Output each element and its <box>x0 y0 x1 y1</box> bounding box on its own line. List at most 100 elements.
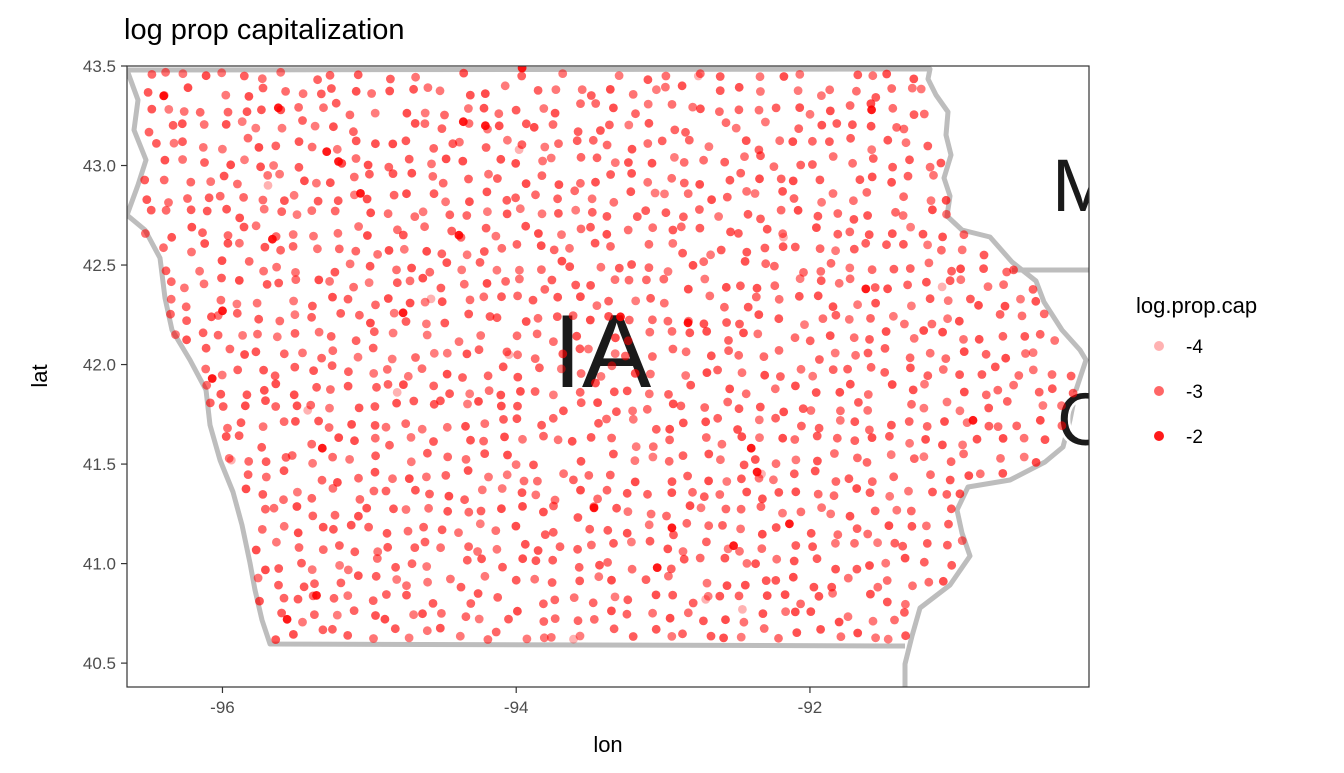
data-point <box>226 160 236 170</box>
data-point <box>867 172 877 182</box>
data-point <box>1028 285 1038 294</box>
data-point <box>178 155 188 164</box>
data-point <box>498 562 507 572</box>
data-point <box>533 313 543 323</box>
data-point <box>805 336 815 346</box>
data-point <box>903 280 912 290</box>
data-point <box>262 280 272 289</box>
data-point <box>492 544 502 554</box>
data-point <box>909 110 919 119</box>
data-point <box>387 354 397 364</box>
data-point <box>880 344 890 353</box>
data-point <box>686 380 696 390</box>
data-point <box>817 91 826 100</box>
data-point <box>569 475 578 485</box>
data-point <box>261 457 271 467</box>
data-point <box>678 547 688 556</box>
data-point <box>307 142 317 152</box>
data-point <box>383 542 393 552</box>
data-point <box>737 474 746 484</box>
data-point <box>668 239 678 248</box>
data-point <box>831 477 841 486</box>
data-point <box>736 524 745 534</box>
data-point <box>742 247 752 257</box>
data-point <box>240 350 250 359</box>
data-point <box>530 354 540 363</box>
data-point <box>371 139 380 149</box>
data-point-high <box>729 541 738 551</box>
data-point <box>466 599 476 608</box>
data-point <box>441 197 450 207</box>
data-point <box>758 494 767 504</box>
data-point <box>922 277 931 287</box>
data-point <box>882 576 892 585</box>
data-point <box>328 346 338 356</box>
data-point <box>609 197 619 207</box>
data-point <box>844 315 854 324</box>
data-point <box>207 312 216 322</box>
data-point <box>943 296 953 305</box>
data-point <box>572 136 582 146</box>
data-point <box>256 162 265 172</box>
data-point <box>797 421 806 431</box>
data-point <box>845 511 855 521</box>
data-point <box>1016 294 1025 304</box>
data-point <box>549 337 558 346</box>
data-point <box>862 458 872 467</box>
data-point <box>272 332 282 342</box>
data-point-high <box>683 318 693 328</box>
data-point <box>770 384 780 394</box>
data-point <box>343 381 353 391</box>
data-point <box>392 265 401 275</box>
data-point <box>966 294 975 304</box>
data-point <box>314 275 324 285</box>
data-point <box>664 390 673 399</box>
data-point <box>384 162 394 172</box>
data-point <box>501 277 510 286</box>
data-point <box>257 525 267 534</box>
data-point <box>850 538 859 548</box>
data-point <box>550 614 560 623</box>
data-point <box>343 591 353 600</box>
data-point <box>405 298 415 308</box>
data-point <box>715 72 725 81</box>
data-point <box>442 258 452 267</box>
data-point-low <box>701 595 711 604</box>
data-point <box>164 198 173 207</box>
data-point <box>547 275 557 285</box>
data-point <box>755 402 765 412</box>
data-point <box>351 136 361 146</box>
data-point <box>410 119 420 128</box>
data-point <box>1021 349 1030 358</box>
data-point <box>370 467 380 477</box>
data-point <box>591 177 600 187</box>
data-point <box>898 541 908 551</box>
data-point <box>778 187 787 196</box>
data-point <box>386 74 395 84</box>
data-point <box>868 71 878 81</box>
data-point <box>474 614 484 624</box>
data-point <box>884 521 894 530</box>
data-point <box>503 450 512 460</box>
data-point <box>850 436 860 445</box>
data-point <box>956 264 965 274</box>
data-point <box>206 177 216 187</box>
data-point <box>518 502 527 511</box>
data-point <box>909 334 919 343</box>
data-point <box>457 265 467 275</box>
data-point <box>937 245 946 255</box>
data-point <box>335 561 344 570</box>
data-point <box>574 562 584 572</box>
data-point <box>945 276 955 286</box>
data-point <box>815 244 825 254</box>
data-point <box>298 617 307 627</box>
data-point <box>422 319 431 329</box>
data-point <box>867 265 877 275</box>
data-point <box>481 143 491 152</box>
data-point <box>788 572 798 582</box>
data-point <box>713 413 723 423</box>
data-point <box>702 368 712 377</box>
x-tick-label: -96 <box>210 698 235 717</box>
data-point <box>852 564 862 574</box>
data-point <box>776 174 786 184</box>
